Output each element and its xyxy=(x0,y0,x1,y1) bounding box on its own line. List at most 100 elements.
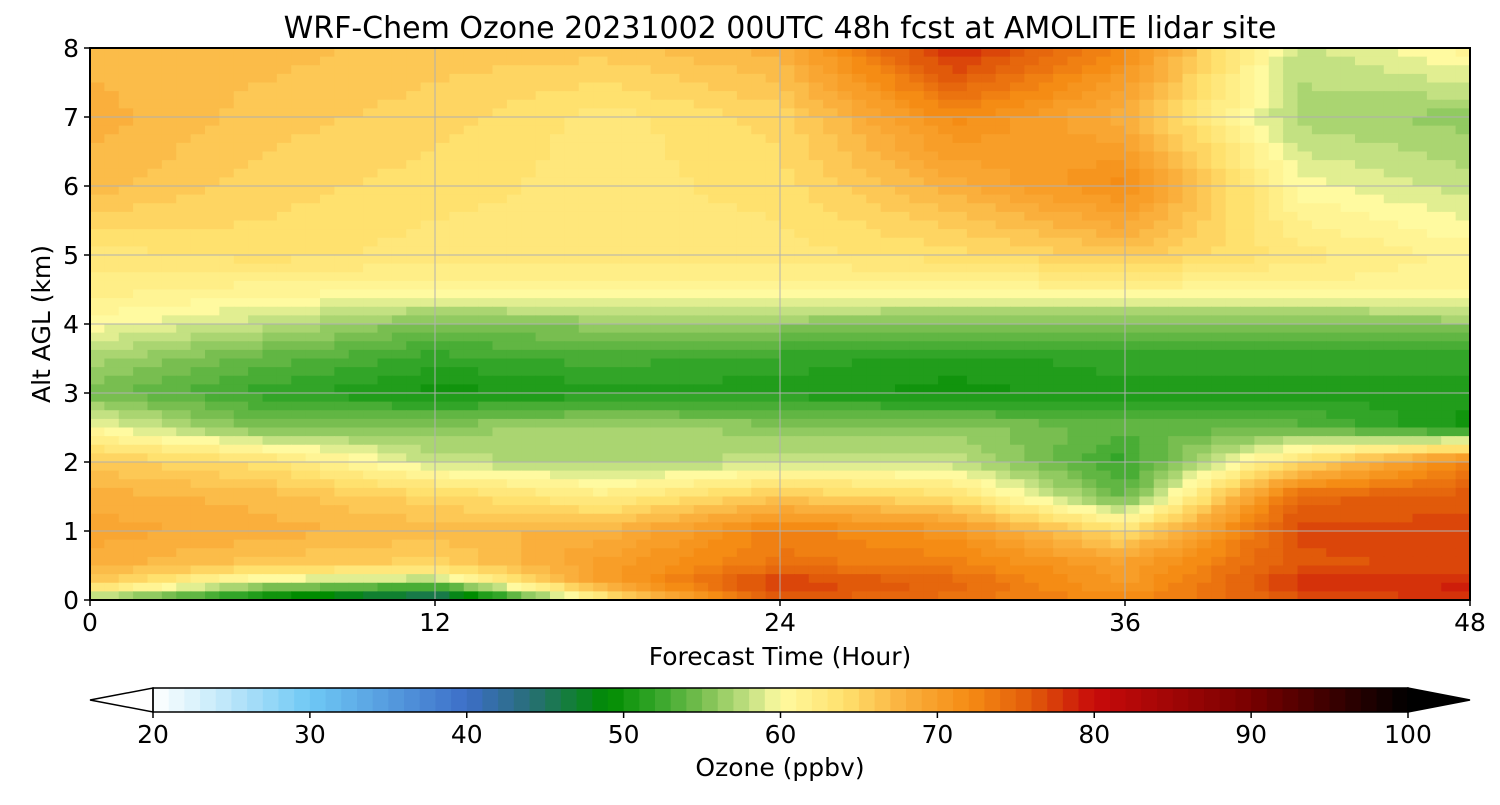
heatmap-cell xyxy=(1369,203,1385,213)
heatmap-cell xyxy=(1010,453,1025,463)
heatmap-cell xyxy=(1211,298,1227,308)
heatmap-cell xyxy=(895,168,910,178)
heatmap-cell xyxy=(1053,229,1069,239)
heatmap-cell xyxy=(1240,341,1255,351)
heatmap-cell xyxy=(1110,108,1126,118)
heatmap-cell xyxy=(1254,384,1270,394)
heatmap-cell xyxy=(808,436,824,446)
heatmap-cell xyxy=(478,306,494,316)
heatmap-cell xyxy=(1283,272,1299,282)
heatmap-cell xyxy=(1067,99,1083,109)
heatmap-cell xyxy=(1024,418,1040,429)
heatmap-cell xyxy=(1283,186,1299,196)
heatmap-cell xyxy=(607,289,623,299)
heatmap-cell xyxy=(1053,211,1069,222)
heatmap-cell xyxy=(665,151,680,161)
heatmap-cell xyxy=(1326,160,1342,170)
heatmap-cell xyxy=(593,56,609,66)
heatmap-cell xyxy=(1139,367,1155,377)
heatmap-cell xyxy=(636,479,652,489)
heatmap-cell xyxy=(851,246,867,256)
heatmap-cell xyxy=(621,427,637,437)
heatmap-cell xyxy=(722,151,738,161)
heatmap-cell xyxy=(391,367,407,377)
heatmap-cell xyxy=(305,134,321,144)
heatmap-cell xyxy=(578,479,594,489)
heatmap-cell xyxy=(621,375,637,385)
heatmap-cell xyxy=(780,237,795,247)
heatmap-cell xyxy=(104,479,120,489)
heatmap-cell xyxy=(866,462,882,472)
heatmap-cell xyxy=(521,367,537,377)
heatmap-cell xyxy=(449,367,465,377)
heatmap-cell xyxy=(1355,384,1370,394)
heatmap-cell xyxy=(966,203,982,213)
heatmap-cell xyxy=(1110,134,1126,144)
heatmap-cell xyxy=(1139,410,1155,420)
heatmap-cell xyxy=(650,280,666,291)
heatmap-cell xyxy=(765,229,781,239)
heatmap-cell xyxy=(406,220,422,230)
heatmap-cell xyxy=(1340,298,1356,308)
heatmap-cell xyxy=(1268,487,1284,498)
heatmap-cell xyxy=(320,272,335,282)
heatmap-cell xyxy=(1096,470,1112,480)
heatmap-cell xyxy=(104,349,120,360)
heatmap-cell xyxy=(1225,168,1241,178)
heatmap-cell xyxy=(1412,73,1428,84)
heatmap-cell xyxy=(435,410,450,420)
heatmap-cell xyxy=(377,211,393,222)
heatmap-cell xyxy=(550,56,565,66)
heatmap-cell xyxy=(1211,48,1227,58)
heatmap-cell xyxy=(248,375,264,385)
heatmap-cell xyxy=(1110,453,1126,463)
heatmap-cell xyxy=(348,65,364,75)
heatmap-cell xyxy=(90,168,105,178)
heatmap-cell xyxy=(837,410,853,420)
heatmap-cell xyxy=(219,160,235,170)
heatmap-cell xyxy=(262,134,278,144)
heatmap-cell xyxy=(1125,444,1140,454)
heatmap-cell xyxy=(1024,289,1040,299)
heatmap-cell xyxy=(118,470,134,480)
heatmap-cell xyxy=(837,168,853,178)
heatmap-cell xyxy=(305,263,321,273)
heatmap-cell xyxy=(650,220,666,230)
heatmap-cell xyxy=(1412,315,1428,325)
heatmap-cell xyxy=(665,349,680,360)
heatmap-cell xyxy=(334,349,350,360)
heatmap-cell xyxy=(823,289,839,299)
heatmap-cell xyxy=(1283,48,1299,58)
heatmap-cell xyxy=(291,246,307,256)
heatmap-cell xyxy=(463,99,479,109)
heatmap-cell xyxy=(334,479,350,489)
heatmap-cell xyxy=(1096,487,1112,498)
heatmap-cell xyxy=(176,151,192,161)
heatmap-cell xyxy=(923,211,939,222)
heatmap-cell xyxy=(621,280,637,291)
heatmap-cell xyxy=(1081,263,1097,273)
heatmap-cell xyxy=(147,479,163,489)
heatmap-cell xyxy=(233,341,249,351)
heatmap-cell xyxy=(90,203,105,213)
heatmap-cell xyxy=(1383,56,1399,66)
heatmap-cell xyxy=(780,186,795,196)
heatmap-cell xyxy=(377,177,393,187)
heatmap-cell xyxy=(420,255,436,265)
heatmap-cell xyxy=(1355,186,1370,196)
heatmap-cell xyxy=(808,117,824,127)
heatmap-cell xyxy=(1398,462,1414,472)
heatmap-cell xyxy=(1297,220,1313,230)
heatmap-cell xyxy=(780,91,795,101)
heatmap-cell xyxy=(262,82,278,92)
heatmap-cell xyxy=(478,289,494,299)
heatmap-cell xyxy=(348,479,364,489)
heatmap-cell xyxy=(435,255,450,265)
heatmap-cell xyxy=(1240,237,1255,247)
heatmap-cell xyxy=(1383,108,1399,118)
heatmap-cell xyxy=(981,332,997,342)
heatmap-cell xyxy=(1283,177,1299,187)
heatmap-cell xyxy=(636,73,652,84)
heatmap-cell xyxy=(895,255,910,265)
